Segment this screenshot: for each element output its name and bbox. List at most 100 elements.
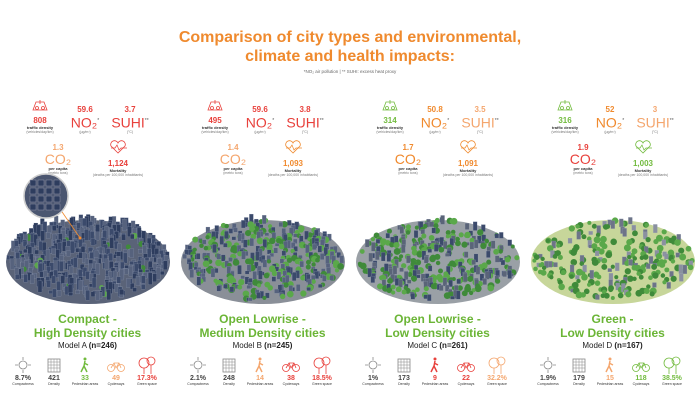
building (448, 279, 453, 287)
tree (428, 234, 435, 241)
green-label: Green space (311, 382, 333, 386)
building (132, 287, 137, 292)
tree (387, 277, 394, 284)
traffic-density-stat: 808 traffic density (vehicles/day/km) (10, 98, 70, 134)
building (231, 236, 236, 241)
building (135, 276, 141, 286)
tree (623, 244, 631, 252)
building (423, 256, 429, 264)
indicator-cycle: 22 Cycleways (451, 356, 481, 386)
co2-value: 1.9 (577, 143, 589, 152)
compact-icon (540, 357, 556, 373)
no2-stat: 59.6 NO₂* (µg/m³) (55, 105, 115, 134)
building (365, 239, 370, 248)
building (675, 252, 680, 258)
tree (532, 258, 537, 263)
suhi-label: SUHI (461, 114, 495, 131)
co2-stat: 1.4 CO₂ per capita (metric tons) (203, 143, 263, 175)
building (482, 278, 487, 285)
heart-pulse-icon (285, 140, 302, 154)
building (240, 275, 245, 280)
building (416, 269, 421, 275)
mortality-stat: 1,093 Mortality (deaths per 100,000 inha… (263, 140, 323, 177)
no2-stat: 52 NO₂* (µg/m³) (580, 105, 640, 134)
tree (586, 282, 592, 287)
tree (498, 249, 503, 254)
tree (421, 233, 427, 239)
tree (380, 267, 386, 273)
suhi-label: SUHI (111, 114, 145, 131)
city-model-a: 808 traffic density (vehicles/day/km) 59… (0, 0, 175, 420)
traffic-value: 495 (208, 116, 222, 125)
building (615, 262, 620, 271)
building (375, 239, 381, 244)
tree (376, 283, 384, 290)
tree (215, 259, 222, 267)
tree (464, 233, 469, 238)
tree (636, 271, 641, 276)
tree (311, 262, 316, 267)
building (52, 288, 57, 298)
building (30, 274, 35, 284)
mortality-value: 1,124 (107, 159, 129, 168)
tree (533, 266, 538, 272)
building (216, 253, 221, 260)
density-value: 173 (398, 375, 410, 382)
building (271, 276, 276, 282)
suhi-unit: (°C) (126, 129, 134, 134)
green-label: Green space (661, 382, 683, 386)
building (42, 221, 48, 233)
building (622, 228, 627, 237)
tree (461, 241, 468, 248)
building (429, 221, 435, 227)
building (463, 272, 468, 282)
tree (545, 238, 551, 243)
tree (624, 268, 631, 275)
density-label: Density (48, 382, 60, 386)
building (68, 266, 74, 274)
building (273, 247, 278, 254)
no2-stat: 50.8 NO₂* (µg/m³) (405, 105, 465, 134)
building (631, 225, 636, 231)
co2-value: 1.7 (402, 143, 414, 152)
building (141, 284, 146, 290)
city-type-title-2: Medium Density cities (199, 326, 326, 340)
tree (687, 264, 694, 271)
building (413, 230, 419, 238)
building (15, 274, 20, 280)
building (258, 270, 263, 280)
tree (405, 230, 411, 235)
city-model-b: 495 traffic density (vehicles/day/km) 59… (175, 0, 350, 420)
mortality-label: Mortality (459, 168, 477, 173)
city-type-title: Open Lowrise - Low Density cities (350, 312, 525, 340)
building (90, 238, 96, 246)
building (228, 228, 233, 234)
building (385, 233, 390, 239)
tree (583, 288, 590, 295)
compact-value: 8.7% (15, 375, 31, 382)
building (644, 246, 649, 253)
city-illustration (356, 215, 520, 304)
building (196, 276, 201, 286)
building (381, 252, 386, 262)
building (653, 224, 658, 233)
tree (579, 261, 585, 266)
building (292, 272, 297, 281)
pedestrian-icon (430, 357, 439, 373)
building (60, 275, 65, 284)
city-type-title-2: High Density cities (33, 326, 142, 340)
city-type-title-1: Open Lowrise - (219, 312, 306, 326)
co2-stat: 1.7 CO₂ per capita (metric tons) (378, 143, 438, 175)
tree (581, 273, 588, 281)
tree (202, 260, 210, 268)
building (89, 273, 94, 282)
building (290, 242, 296, 249)
tree (205, 235, 210, 240)
tree (461, 290, 468, 297)
building (189, 269, 194, 278)
tree (311, 279, 316, 284)
tree (670, 259, 676, 264)
building (394, 278, 400, 286)
building (682, 264, 688, 274)
indicator-cycle: 38 Cycleways (276, 356, 306, 386)
